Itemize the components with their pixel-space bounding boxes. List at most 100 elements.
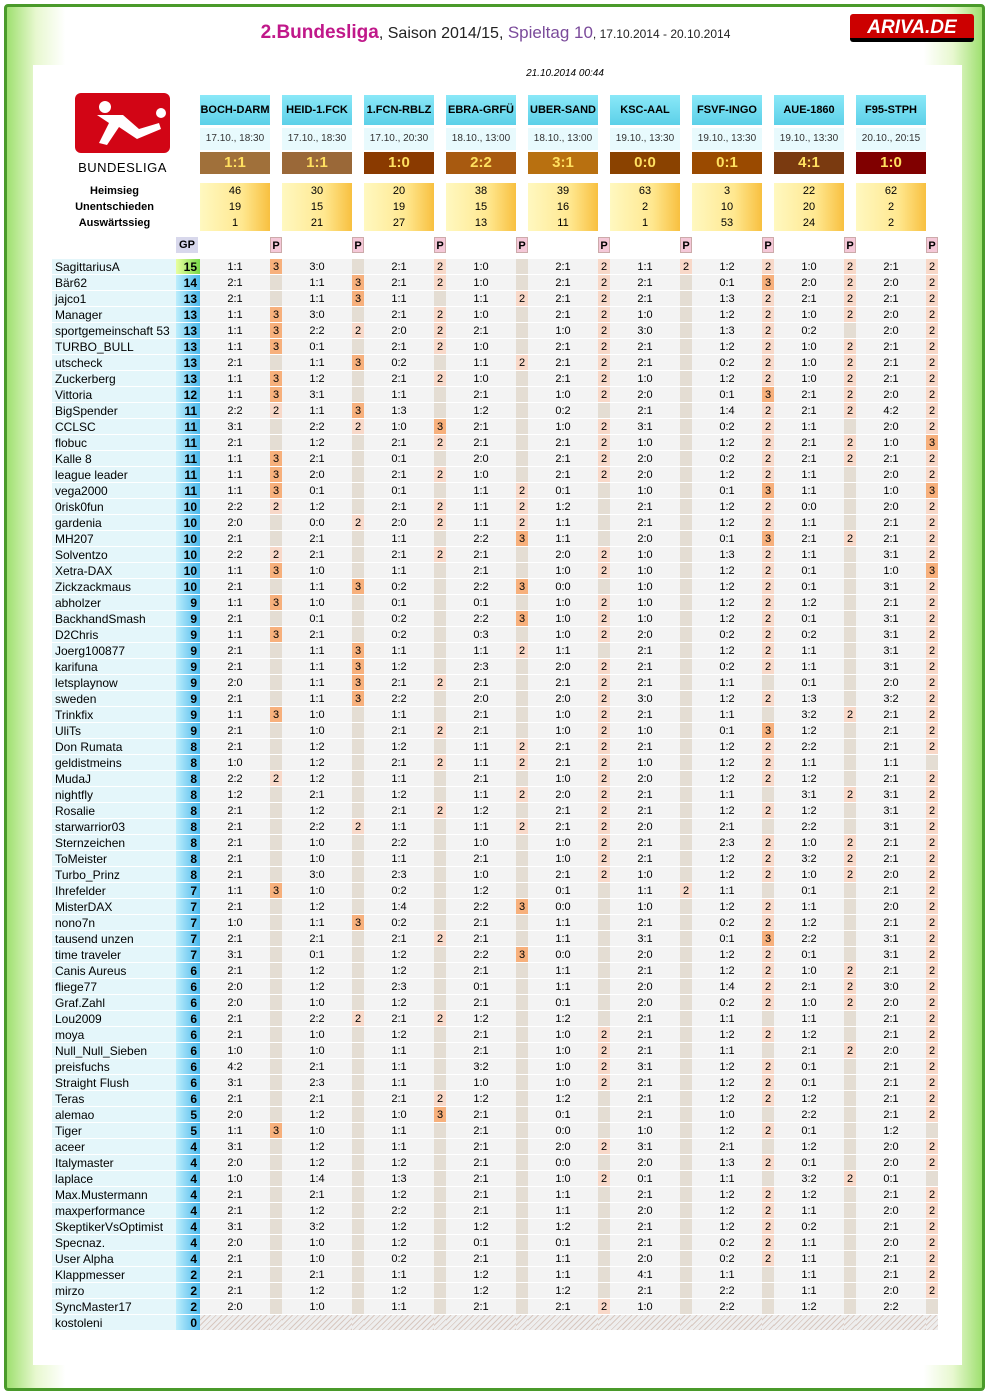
player-points: 7 — [176, 947, 200, 963]
match-stat: 1 — [610, 215, 680, 231]
tip: 1:0 — [528, 835, 598, 851]
tip-points — [434, 1139, 446, 1155]
player-name: Straight Flush — [52, 1075, 176, 1091]
tip: 1:1 — [610, 883, 680, 899]
tip-points — [270, 291, 282, 307]
tip: 1:2 — [692, 1219, 762, 1235]
tip: 2:1 — [528, 867, 598, 883]
tip: 2:1 — [364, 675, 434, 691]
tip-points — [516, 1059, 528, 1075]
tip: 1:1 — [364, 643, 434, 659]
tip: 0:1 — [692, 931, 762, 947]
tip: 2:1 — [446, 995, 516, 1011]
player-points: 2 — [176, 1299, 200, 1315]
tip: 2:2 — [446, 947, 516, 963]
player-name: ToMeister — [52, 851, 176, 867]
tip-points — [680, 611, 692, 627]
tip: 2:1 — [446, 1139, 516, 1155]
tip: 1:2 — [692, 867, 762, 883]
tip-points: 2 — [598, 707, 610, 723]
tip: 3:1 — [856, 659, 926, 675]
tip: 2:1 — [200, 1011, 270, 1027]
tip-points — [598, 643, 610, 659]
player-name: Max.Mustermann — [52, 1187, 176, 1203]
tip: 1:2 — [692, 1187, 762, 1203]
tip: 1:2 — [282, 899, 352, 915]
tip: 2:1 — [528, 339, 598, 355]
tip: 2:1 — [528, 307, 598, 323]
match-stat: 2 — [610, 199, 680, 215]
tip: 1:2 — [774, 723, 844, 739]
match-stat: 39 — [528, 183, 598, 199]
tip: 1:3 — [364, 1171, 434, 1187]
tip: 2:1 — [610, 403, 680, 419]
match-name: F95-STPH — [856, 95, 926, 125]
tip: 1:2 — [692, 755, 762, 771]
tip: 2:3 — [692, 835, 762, 851]
tip-points — [270, 931, 282, 947]
tip-points: 2 — [844, 387, 856, 403]
tip-points — [680, 851, 692, 867]
tip: 0:0 — [528, 1155, 598, 1171]
tip: 1:0 — [446, 275, 516, 291]
tip: 1:2 — [692, 947, 762, 963]
tip: 2:1 — [282, 1267, 352, 1283]
tip-points — [270, 355, 282, 371]
tip: 1:2 — [446, 883, 516, 899]
player-name: maxperformance — [52, 1203, 176, 1219]
tip-points: 3 — [516, 579, 528, 595]
tip-points — [270, 899, 282, 915]
tip: 1:2 — [282, 755, 352, 771]
tip-points — [352, 307, 364, 323]
tip-points: 2 — [926, 339, 938, 355]
tip: 1:1 — [282, 915, 352, 931]
player-name: Don Rumata — [52, 739, 176, 755]
tip-points — [844, 1251, 856, 1267]
tip-points — [762, 1171, 774, 1187]
match-name: EBRA-GRFÜ — [446, 95, 516, 125]
tip: 2:1 — [446, 963, 516, 979]
tip: 3:0 — [282, 867, 352, 883]
tip-points: 3 — [352, 403, 364, 419]
stats-label: Unentschieden — [75, 201, 154, 213]
tip-points — [352, 851, 364, 867]
tip: 1:4 — [692, 403, 762, 419]
tip: 2:1 — [610, 675, 680, 691]
gp-label: GP — [176, 237, 198, 253]
tip: 2:1 — [856, 595, 926, 611]
tip-points: 2 — [926, 1139, 938, 1155]
tip: 0:1 — [692, 723, 762, 739]
tip: 2:1 — [364, 499, 434, 515]
tip-points — [516, 1235, 528, 1251]
tip: 1:0 — [774, 259, 844, 275]
tip: 1:0 — [774, 995, 844, 1011]
tip-points — [844, 723, 856, 739]
player-name: Ihrefelder — [52, 883, 176, 899]
tip-points — [680, 531, 692, 547]
tip-points — [352, 1171, 364, 1187]
tip-points: 2 — [844, 1043, 856, 1059]
tip-points — [434, 851, 446, 867]
tip: 3:1 — [610, 1059, 680, 1075]
tip-points — [516, 803, 528, 819]
tip: 1:0 — [774, 371, 844, 387]
tip: 3:1 — [856, 803, 926, 819]
tip: 2:1 — [610, 851, 680, 867]
tip-points: 3 — [270, 259, 282, 275]
tip: 2:1 — [856, 1187, 926, 1203]
tip: 2:1 — [528, 739, 598, 755]
tip-points — [598, 1251, 610, 1267]
tip-points: 2 — [598, 547, 610, 563]
tip: 1:2 — [282, 1155, 352, 1171]
tip-points — [270, 419, 282, 435]
tip: 2:1 — [692, 819, 762, 835]
tip: 1:1 — [200, 323, 270, 339]
tip: 2:1 — [692, 1139, 762, 1155]
tip: 2:0 — [200, 979, 270, 995]
tip-points — [680, 371, 692, 387]
tip-points: 2 — [762, 515, 774, 531]
tip: 0:1 — [282, 947, 352, 963]
tip-points — [352, 883, 364, 899]
tip: 2:1 — [364, 1091, 434, 1107]
tip-points: 2 — [926, 323, 938, 339]
